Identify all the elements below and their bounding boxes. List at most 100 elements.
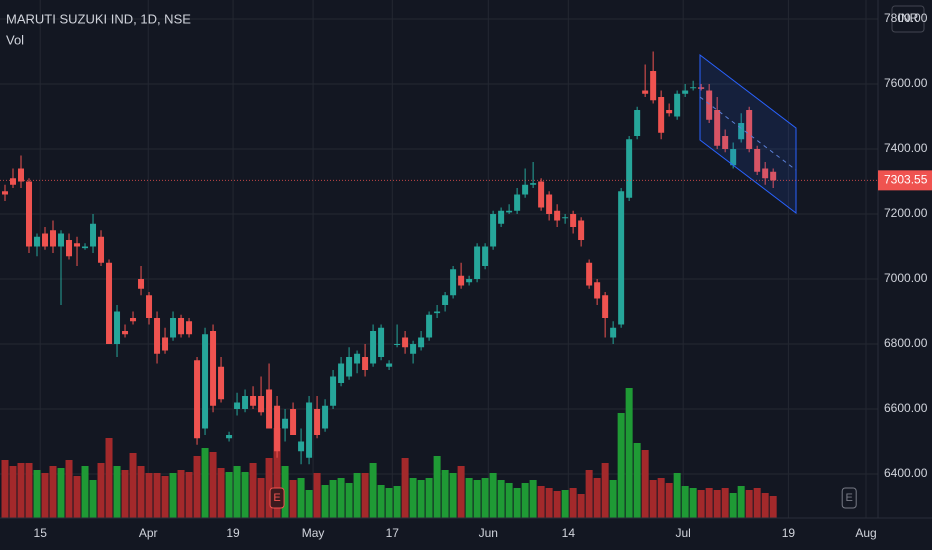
candle-body	[26, 181, 33, 247]
candle-body	[450, 269, 457, 296]
candle-body	[146, 295, 153, 319]
volume-bar	[537, 486, 545, 518]
volume-bar	[497, 480, 505, 518]
volume-bar	[481, 478, 489, 518]
volume-bar	[161, 476, 169, 518]
volume-bar	[753, 488, 761, 518]
candle-body	[586, 262, 593, 286]
candle-body	[506, 210, 513, 213]
volume-bar	[761, 493, 769, 518]
y-tick-label: 6400.00	[884, 466, 928, 480]
candle-body	[242, 395, 249, 409]
candle-body	[618, 191, 625, 325]
candle-body	[602, 295, 609, 319]
volume-bar	[545, 488, 553, 518]
volume-bar	[89, 480, 97, 518]
candle-body	[410, 344, 417, 354]
parallel-channel[interactable]	[699, 53, 797, 215]
candle-body	[650, 71, 657, 101]
volume-bar	[617, 413, 625, 518]
candle-body	[402, 337, 409, 348]
volume-bar	[401, 458, 409, 518]
earnings-marker	[841, 487, 857, 509]
candle-body	[530, 183, 537, 185]
candle-body	[554, 210, 561, 221]
x-tick-label: Jun	[479, 526, 498, 540]
candle-body	[722, 136, 729, 150]
volume-bar	[281, 466, 289, 518]
volume-bar	[153, 473, 161, 518]
volume-bar	[649, 480, 657, 518]
candle-body	[370, 331, 377, 364]
volume-bar	[81, 466, 89, 518]
candle-body	[498, 210, 505, 224]
x-tick-label: Apr	[139, 526, 158, 540]
volume-bar	[129, 453, 137, 518]
volume-bar	[265, 458, 273, 518]
candle-body	[682, 90, 689, 94]
candle-body	[634, 110, 641, 137]
x-tick-label: 17	[386, 526, 400, 540]
volume-bar	[185, 472, 193, 518]
y-tick-label: 6600.00	[884, 401, 928, 415]
currency-button[interactable]	[891, 5, 925, 33]
volume-bar	[377, 485, 385, 518]
candle-body	[346, 357, 353, 377]
candle-body	[50, 230, 57, 247]
volume-legend: Vol	[6, 32, 24, 47]
candle-body	[522, 184, 529, 195]
volume-bar	[417, 480, 425, 518]
volume-bar	[577, 494, 585, 518]
volume-bar	[521, 483, 529, 518]
y-tick-label: 6800.00	[884, 336, 928, 350]
candle-body	[338, 363, 345, 383]
volume-bar	[201, 448, 209, 518]
volume-bar	[425, 478, 433, 518]
volume-bar	[113, 466, 121, 518]
candle-body	[306, 402, 313, 458]
candle-body	[730, 149, 737, 166]
volume-bar	[289, 480, 297, 518]
volume-bar	[225, 472, 233, 518]
volume-bar	[641, 450, 649, 518]
x-tick-label: 14	[562, 526, 576, 540]
candle-body	[690, 87, 697, 89]
candle-body	[458, 275, 465, 286]
candle-body	[578, 220, 585, 241]
candle-body	[674, 93, 681, 117]
candle-body	[474, 246, 481, 280]
earnings-marker	[269, 487, 285, 509]
candle-body	[378, 327, 385, 358]
candle-body	[698, 87, 705, 89]
volume-bar	[361, 473, 369, 518]
volume-bar	[505, 483, 513, 518]
volume-bar	[561, 490, 569, 518]
volume-bar	[745, 490, 753, 518]
volume-bar	[665, 483, 673, 518]
volume-bar	[233, 466, 241, 518]
volume-bar	[729, 493, 737, 518]
volume-bar	[473, 480, 481, 518]
candle-body	[626, 139, 633, 198]
y-tick-label: 7200.00	[884, 206, 928, 220]
candle-body	[90, 223, 97, 247]
volume-bar	[633, 443, 641, 518]
volume-bar	[241, 472, 249, 518]
x-tick-label: Aug	[855, 526, 876, 540]
last-price-label: 7303.55	[884, 173, 928, 187]
grid	[0, 0, 878, 518]
candle-body	[282, 418, 289, 429]
candle-body	[706, 90, 713, 120]
volume-bar	[449, 473, 457, 518]
candle-body	[154, 318, 161, 354]
volume-bar	[529, 480, 537, 518]
volume-bar	[209, 452, 217, 518]
candle-body	[290, 408, 297, 435]
candle-body	[490, 214, 497, 247]
candle-body	[250, 395, 257, 406]
volume-bar	[441, 470, 449, 518]
volume-bar	[393, 486, 401, 518]
volume-bar	[121, 470, 129, 518]
